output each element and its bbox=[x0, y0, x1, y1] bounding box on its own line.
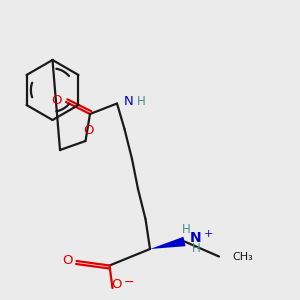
Text: H: H bbox=[191, 242, 200, 256]
Text: O: O bbox=[112, 278, 122, 292]
Text: O: O bbox=[62, 254, 73, 268]
Text: N: N bbox=[124, 94, 133, 108]
Text: CH₃: CH₃ bbox=[232, 251, 253, 262]
Text: +: + bbox=[204, 229, 213, 239]
Text: H: H bbox=[182, 223, 190, 236]
Text: O: O bbox=[83, 124, 94, 137]
Text: H: H bbox=[137, 94, 146, 108]
Text: N: N bbox=[190, 232, 202, 245]
Polygon shape bbox=[150, 237, 185, 249]
Text: O: O bbox=[51, 94, 62, 107]
Text: −: − bbox=[124, 275, 134, 289]
